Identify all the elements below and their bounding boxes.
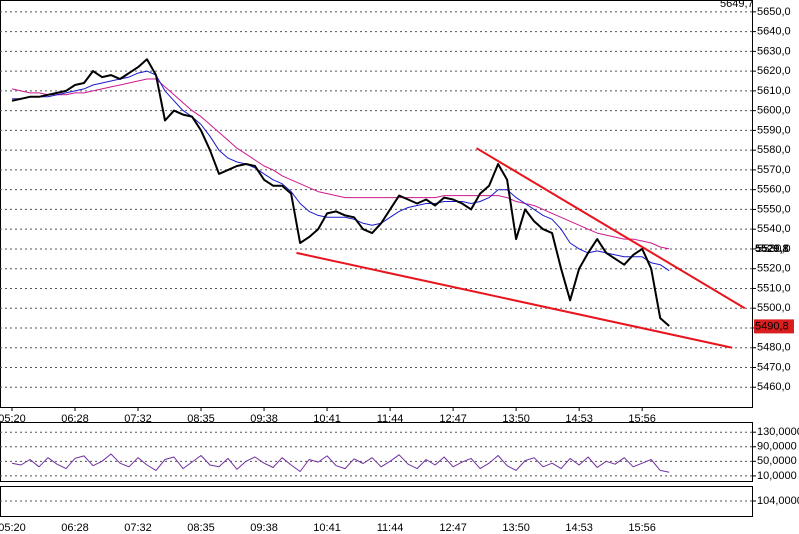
y-tick-label: 5630,0 bbox=[757, 45, 791, 57]
x-tick-label: 13:50 bbox=[502, 522, 530, 534]
y-tick-label: 5480,0 bbox=[757, 342, 791, 354]
series-line bbox=[11, 453, 670, 473]
trend-line bbox=[476, 147, 746, 310]
y-tick-label: 5570,0 bbox=[757, 164, 791, 176]
series-line bbox=[11, 78, 670, 250]
y-tick-label: 5580,0 bbox=[757, 144, 791, 156]
x-tick-label: 09:38 bbox=[250, 413, 278, 425]
y-tick-label: 5560,0 bbox=[757, 184, 791, 196]
x-tick-label: 10:41 bbox=[313, 522, 341, 534]
y-tick-label: 104,0000 bbox=[757, 495, 799, 507]
trend-line bbox=[296, 251, 733, 349]
x-tick-label: 14:53 bbox=[565, 522, 593, 534]
y-tick-label: 5650,0 bbox=[757, 6, 791, 18]
y-tick-label: 5470,0 bbox=[757, 361, 791, 373]
y-tick-label: 5500,0 bbox=[757, 302, 791, 314]
x-tick-label: 05:20 bbox=[0, 413, 26, 425]
last-price-box bbox=[754, 319, 794, 334]
x-tick-label: 12:47 bbox=[439, 522, 467, 534]
series-line bbox=[11, 58, 670, 327]
x-tick-label: 10:41 bbox=[313, 413, 341, 425]
y-tick-label: 5460,0 bbox=[757, 381, 791, 393]
y-tick-label: 5620,0 bbox=[757, 65, 791, 77]
x-tick-label: 05:20 bbox=[0, 522, 26, 534]
x-tick-label: 11:44 bbox=[377, 522, 404, 534]
y-tick-label: 90,0000 bbox=[757, 441, 797, 453]
y-tick-label: 5600,0 bbox=[757, 105, 791, 117]
x-tick-label: 12:47 bbox=[439, 413, 467, 425]
x-tick-label: 14:53 bbox=[565, 413, 593, 425]
x-tick-label: 06:28 bbox=[61, 522, 89, 534]
x-tick-label: 06:28 bbox=[61, 413, 89, 425]
panel-frame bbox=[0, 0, 753, 408]
last-price-label: 5529,8 bbox=[755, 243, 789, 255]
x-tick-label: 15:56 bbox=[628, 522, 656, 534]
x-tick-label: 08:35 bbox=[187, 522, 215, 534]
x-tick-label: 08:35 bbox=[187, 413, 215, 425]
y-tick-label: 50,0000 bbox=[757, 455, 797, 467]
y-tick-label: 5510,0 bbox=[757, 282, 791, 294]
y-tick-label: 130,0000 bbox=[757, 426, 799, 438]
y-tick-label: 5530,0 bbox=[757, 243, 791, 255]
y-tick-label: 5520,0 bbox=[757, 263, 791, 275]
x-tick-label: 11:44 bbox=[377, 413, 404, 425]
x-tick-label: 13:50 bbox=[502, 413, 530, 425]
x-tick-label: 07:32 bbox=[124, 522, 152, 534]
high-label: 5649,7 bbox=[720, 0, 754, 10]
y-tick-label: 5550,0 bbox=[757, 203, 791, 215]
x-tick-label: 07:32 bbox=[124, 413, 152, 425]
y-tick-label: 5610,0 bbox=[757, 85, 791, 97]
y-tick-label: 5590,0 bbox=[757, 124, 791, 136]
last-price-label: 5490,8 bbox=[755, 320, 789, 332]
panel-frame bbox=[0, 422, 753, 482]
y-tick-label: 10,0000 bbox=[757, 470, 797, 482]
x-tick-label: 15:56 bbox=[628, 413, 656, 425]
y-tick-label: 5540,0 bbox=[757, 223, 791, 235]
x-tick-label: 09:38 bbox=[250, 522, 278, 534]
y-tick-label: 5640,0 bbox=[757, 26, 791, 38]
